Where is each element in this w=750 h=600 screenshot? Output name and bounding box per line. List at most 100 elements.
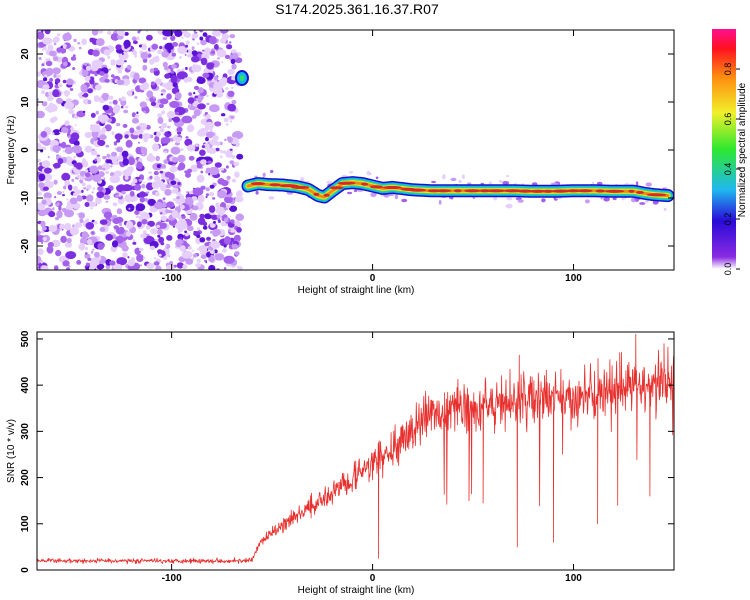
noise-speckle bbox=[112, 217, 121, 225]
noise-speckle bbox=[154, 201, 164, 210]
track-peak-blob bbox=[636, 190, 644, 195]
noise-speckle bbox=[146, 98, 151, 101]
noise-speckle bbox=[86, 239, 93, 246]
noise-speckle bbox=[81, 182, 87, 187]
noise-speckle bbox=[109, 101, 112, 105]
noise-speckle bbox=[236, 153, 244, 160]
noise-speckle bbox=[82, 110, 86, 114]
noise-speckle bbox=[72, 67, 76, 71]
noise-speckle bbox=[81, 38, 87, 46]
noise-speckle bbox=[89, 124, 101, 133]
noise-speckle bbox=[149, 58, 155, 65]
track-peak-blob bbox=[464, 189, 481, 193]
noise-speckle bbox=[166, 264, 175, 270]
noise-speckle bbox=[37, 191, 42, 196]
noise-speckle bbox=[149, 245, 156, 251]
noise-speckle bbox=[161, 122, 168, 129]
noise-speckle bbox=[73, 140, 80, 147]
noise-speckle bbox=[217, 190, 227, 199]
noise-speckle bbox=[109, 79, 112, 83]
track-speckle bbox=[502, 181, 510, 185]
noise-speckle bbox=[163, 159, 169, 165]
noise-speckle bbox=[132, 241, 137, 245]
noise-speckle bbox=[40, 220, 46, 228]
noise-speckle bbox=[51, 132, 55, 136]
noise-speckle bbox=[63, 44, 67, 49]
snr-frame bbox=[36, 331, 675, 571]
noise-speckle bbox=[42, 37, 53, 45]
track-peak-blob bbox=[517, 189, 533, 193]
noise-speckle bbox=[153, 171, 159, 176]
noise-speckle bbox=[223, 267, 227, 270]
noise-speckle bbox=[171, 64, 177, 69]
noise-speckle bbox=[188, 92, 193, 96]
noise-speckle bbox=[160, 93, 164, 96]
spectrogram-x-label: Height of straight line (km) bbox=[298, 285, 415, 296]
noise-speckle bbox=[225, 123, 229, 126]
noise-speckle bbox=[56, 47, 63, 53]
noise-speckle bbox=[129, 190, 135, 197]
noise-speckle bbox=[99, 71, 105, 76]
noise-speckle bbox=[41, 199, 47, 205]
noise-speckle bbox=[218, 30, 229, 34]
spot-core bbox=[239, 75, 245, 81]
noise-speckle bbox=[104, 78, 110, 83]
noise-speckle bbox=[188, 155, 195, 161]
noise-speckle bbox=[41, 160, 51, 168]
snr-series-line bbox=[37, 333, 674, 565]
noise-speckle bbox=[84, 252, 88, 255]
noise-speckle bbox=[70, 132, 80, 141]
track-speckle bbox=[458, 179, 462, 184]
noise-speckle bbox=[113, 160, 120, 165]
noise-speckle bbox=[146, 90, 154, 98]
noise-speckle bbox=[68, 108, 75, 115]
noise-speckle bbox=[48, 211, 56, 218]
noise-speckle bbox=[135, 114, 140, 118]
noise-speckle bbox=[232, 52, 239, 60]
noise-speckle bbox=[79, 218, 82, 222]
noise-speckle bbox=[52, 39, 56, 43]
noise-speckle bbox=[97, 114, 109, 123]
noise-speckle bbox=[145, 225, 151, 230]
noise-speckle bbox=[60, 127, 69, 134]
noise-speckle bbox=[102, 167, 106, 171]
noise-speckle bbox=[142, 133, 151, 140]
noise-speckle bbox=[181, 250, 193, 259]
noise-speckle bbox=[137, 30, 141, 34]
noise-speckle bbox=[176, 214, 182, 220]
noise-speckle bbox=[186, 144, 196, 152]
noise-speckle bbox=[53, 42, 57, 46]
noise-speckle bbox=[107, 30, 112, 36]
noise-speckle bbox=[146, 154, 156, 162]
noise-speckle bbox=[191, 64, 202, 73]
noise-speckle bbox=[43, 77, 48, 82]
noise-speckle bbox=[128, 143, 131, 146]
colorbar-tick-label: 0.6 bbox=[723, 113, 733, 126]
noise-speckle bbox=[159, 45, 163, 50]
noise-speckle bbox=[117, 69, 123, 74]
noise-speckle bbox=[153, 257, 157, 260]
noise-speckle bbox=[40, 131, 48, 138]
noise-speckle bbox=[62, 150, 66, 153]
noise-speckle bbox=[184, 53, 187, 56]
track-peak-blob bbox=[269, 183, 281, 187]
track-speckle bbox=[442, 174, 446, 180]
noise-speckle bbox=[44, 167, 52, 174]
noise-speckle bbox=[138, 44, 142, 48]
noise-speckle bbox=[109, 68, 111, 71]
track-peak-blob bbox=[486, 189, 505, 193]
noise-speckle bbox=[205, 195, 208, 199]
noise-speckle bbox=[46, 245, 54, 254]
noise-speckle bbox=[200, 254, 207, 260]
noise-speckle bbox=[150, 228, 158, 235]
noise-speckle bbox=[37, 158, 41, 162]
noise-speckle bbox=[177, 263, 182, 267]
noise-speckle bbox=[83, 92, 89, 98]
noise-speckle bbox=[77, 194, 80, 197]
noise-speckle bbox=[52, 129, 61, 136]
noise-speckle bbox=[177, 165, 183, 171]
noise-speckle bbox=[41, 207, 45, 210]
noise-speckle bbox=[150, 81, 156, 86]
noise-speckle bbox=[92, 37, 95, 41]
track-speckle bbox=[262, 172, 266, 177]
